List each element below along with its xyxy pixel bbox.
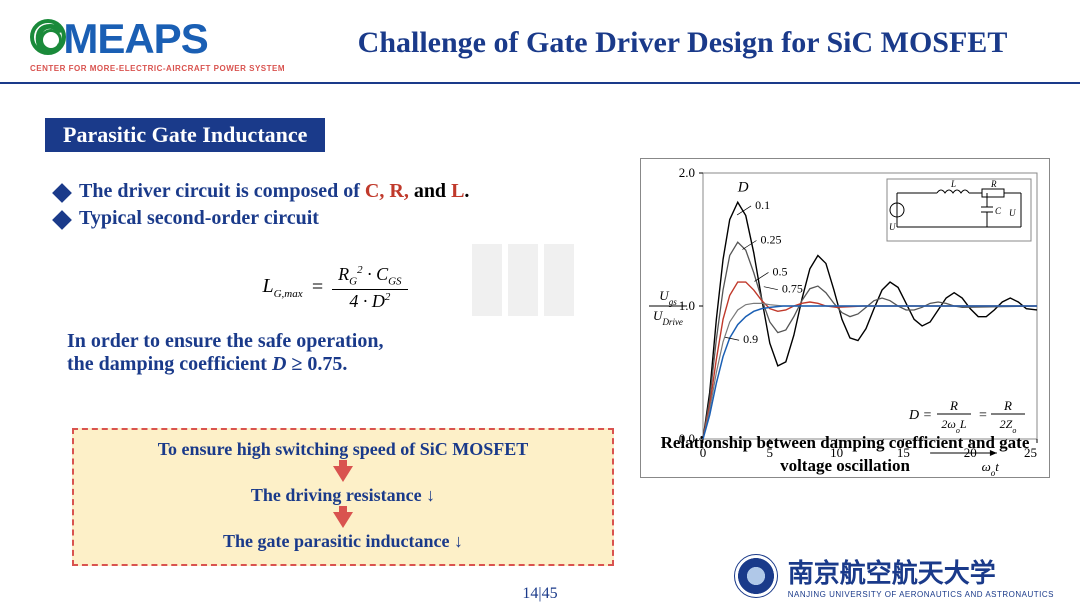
svg-text:L: L [950,179,956,189]
b1-L: L [451,180,464,202]
svg-text:D =: D = [908,408,932,423]
svg-text:R: R [990,179,997,189]
b1-C: C [365,180,379,202]
svg-text:0.1: 0.1 [755,198,770,212]
yb-line-1: To ensure high switching speed of SiC MO… [74,439,612,460]
yb-line-3: The gate parasitic inductance ↓ [74,531,612,552]
logo-subtitle: CENTER FOR MORE-ELECTRIC-AIRCRAFT POWER … [30,64,285,73]
b1-text: The driver circuit is composed of [79,180,365,202]
logo: CMEAPS CENTER FOR MORE-ELECTRIC-AIRCRAFT… [30,9,315,77]
b1-R: R [389,180,403,202]
section-subtitle: Parasitic Gate Inductance [45,118,325,152]
diamond-icon [52,183,72,203]
bullet-2: Typical second-order circuit [55,207,615,230]
watermark-icon [460,230,580,330]
svg-text:U: U [1009,208,1016,218]
svg-text:=: = [979,408,987,423]
chart-svg: 0.01.02.00510152025ωotUgsUDrive0.10.250.… [641,159,1051,479]
slide-header: CMEAPS CENTER FOR MORE-ELECTRIC-AIRCRAFT… [0,0,1080,84]
svg-text:D: D [737,180,749,196]
damping-chart: 0.01.02.00510152025ωotUgsUDrive0.10.250.… [640,158,1050,478]
university-logo: 南京航空航天大学 NANJING UNIVERSITY OF AERONAUTI… [734,553,1054,599]
diamond-icon [52,210,72,230]
logo-main-text: CMEAPS [34,15,208,63]
university-cn: 南京航空航天大学 [788,553,1054,590]
chart-caption: Relationship between damping coefficient… [640,432,1050,478]
svg-text:0.5: 0.5 [772,264,787,278]
svg-text:R: R [949,398,958,413]
svg-text:R: R [1003,398,1012,413]
svg-text:0.25: 0.25 [760,232,781,246]
page-number: 14|45 [522,585,557,603]
university-en: NANJING UNIVERSITY OF AERONAUTICS AND AS… [788,590,1054,599]
seal-icon [734,554,778,598]
svg-text:U: U [889,222,896,232]
highlight-box: To ensure high switching speed of SiC MO… [72,428,614,566]
svg-text:0.9: 0.9 [743,332,758,346]
svg-text:Ugs: Ugs [659,288,677,307]
page-title: Challenge of Gate Driver Design for SiC … [315,26,1050,60]
note-line-1: In order to ensure the safe operation, [67,330,615,353]
b2-text: Typical second-order circuit [79,207,319,230]
svg-text:2.0: 2.0 [679,165,695,180]
bullet-1: The driver circuit is composed of C, R, … [55,180,615,203]
svg-text:C: C [995,206,1002,216]
svg-text:0.75: 0.75 [782,282,803,296]
note-line-2: the damping coefficient D ≥ 0.75. [67,353,615,376]
yb-line-2: The driving resistance ↓ [74,485,612,506]
